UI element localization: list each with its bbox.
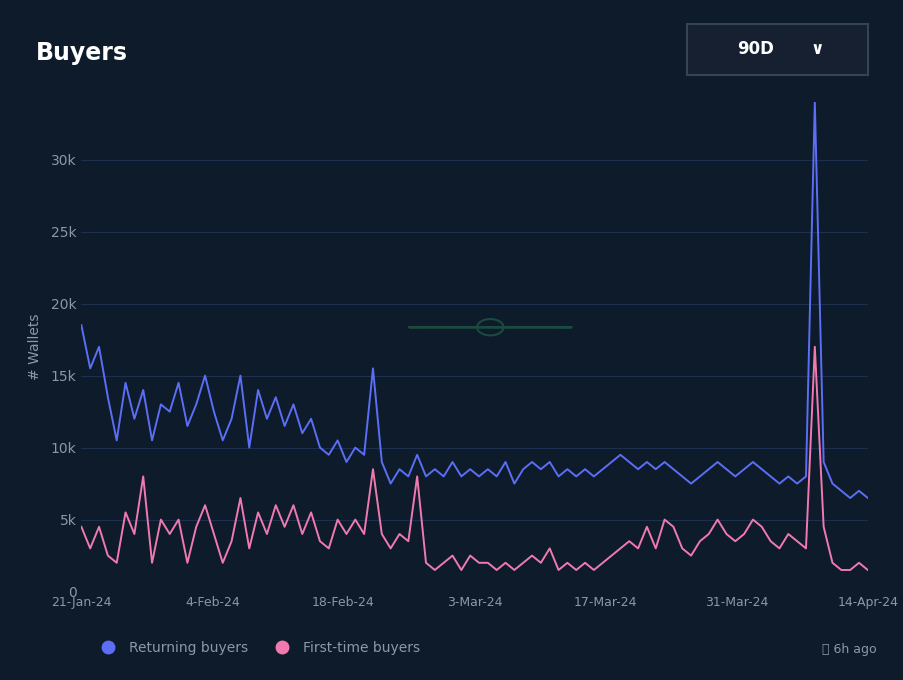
Text: ★: ★	[489, 326, 490, 328]
Text: 90D: 90D	[737, 40, 773, 58]
Y-axis label: # Wallets: # Wallets	[28, 313, 42, 380]
Text: ∨: ∨	[810, 40, 823, 58]
Text: Buyers: Buyers	[36, 41, 128, 65]
Legend: Returning buyers, First-time buyers: Returning buyers, First-time buyers	[88, 635, 425, 660]
Text: ⌛ 6h ago: ⌛ 6h ago	[822, 643, 876, 656]
